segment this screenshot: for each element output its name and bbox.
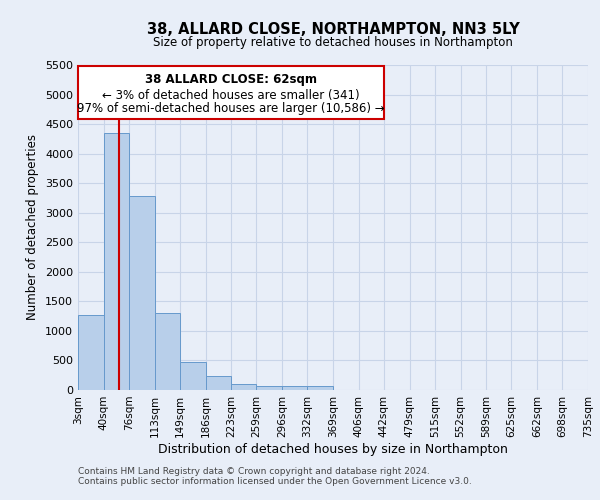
Bar: [155, 313, 180, 390]
Y-axis label: Number of detached properties: Number of detached properties: [26, 134, 40, 320]
Text: ← 3% of detached houses are smaller (341): ← 3% of detached houses are smaller (341…: [102, 88, 360, 102]
Bar: [78, 314, 104, 390]
Text: Size of property relative to detached houses in Northampton: Size of property relative to detached ho…: [153, 36, 513, 49]
Bar: [205, 376, 231, 390]
Text: Contains HM Land Registry data © Crown copyright and database right 2024.: Contains HM Land Registry data © Crown c…: [78, 467, 430, 476]
Text: Contains public sector information licensed under the Open Government Licence v3: Contains public sector information licen…: [78, 477, 472, 486]
Bar: [104, 133, 129, 390]
Bar: [180, 362, 205, 390]
Text: 38 ALLARD CLOSE: 62sqm: 38 ALLARD CLOSE: 62sqm: [145, 72, 317, 86]
FancyBboxPatch shape: [78, 66, 384, 120]
Bar: [231, 384, 256, 390]
Bar: [307, 386, 333, 390]
X-axis label: Distribution of detached houses by size in Northampton: Distribution of detached houses by size …: [158, 442, 508, 456]
Text: 97% of semi-detached houses are larger (10,586) →: 97% of semi-detached houses are larger (…: [77, 102, 385, 116]
Bar: [256, 386, 282, 390]
Bar: [129, 196, 155, 390]
Text: 38, ALLARD CLOSE, NORTHAMPTON, NN3 5LY: 38, ALLARD CLOSE, NORTHAMPTON, NN3 5LY: [146, 22, 520, 38]
Bar: [282, 386, 307, 390]
